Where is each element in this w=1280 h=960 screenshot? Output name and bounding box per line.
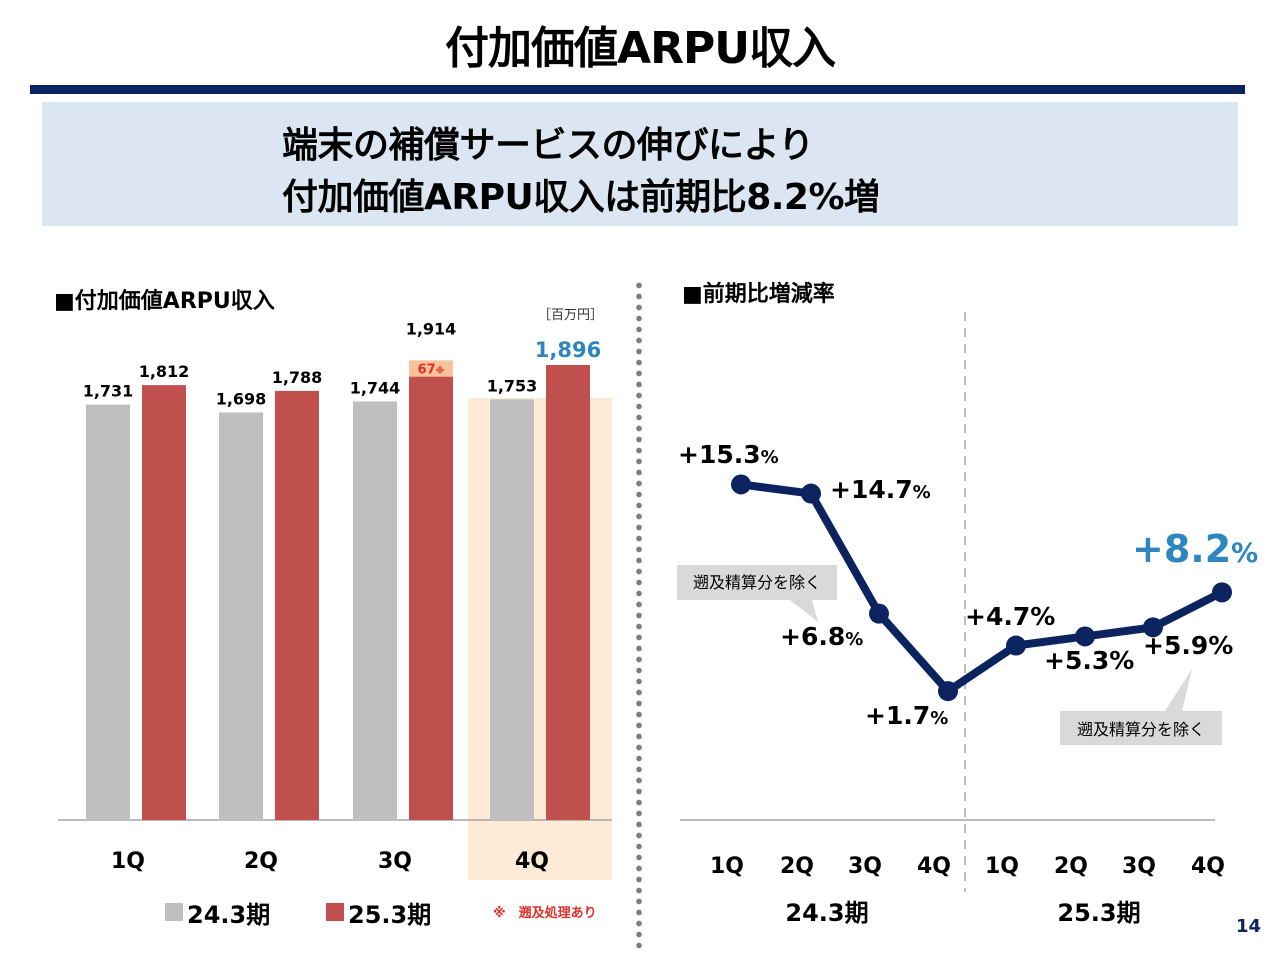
bar-value-label: 1,788 [272,368,323,387]
bar-value-label: 1,914 [406,320,457,339]
highlight-panel [468,398,612,880]
legend-item-25: 25.3期 [326,896,432,929]
growth-line [740,480,1224,696]
bar-25-3Q [409,360,453,820]
bar-value-label: 1,744 [350,378,401,397]
legend-label-24: 24.3期 [187,900,271,929]
legend-swatch-gray [165,903,183,921]
bar-24-2Q [219,412,263,820]
bar-value-label: 1,698 [216,389,267,408]
footnote: ※ 遡及処理あり [493,906,597,921]
callout-left-text: 遡及精算分を除く [693,573,821,592]
bar-chart-title: ■付加価値ARPU収入 [54,289,275,314]
bar-value-label: 1,812 [139,362,190,381]
line-chart-title: ■前期比増減率 [682,282,835,307]
line-x-label: 3Q [1122,854,1156,879]
segment-note-mark: ※ [436,366,445,377]
bar-category-label: 1Q [111,849,145,874]
growth-label: +6.8% [780,622,863,651]
growth-label-suffix: % [1231,538,1258,569]
bar-value-label: 1,731 [83,382,134,401]
line-x-label: 4Q [917,854,951,879]
legend-item-24: 24.3期 [165,896,271,929]
growth-point [1212,582,1232,603]
growth-label: +5.3% [1044,646,1134,675]
segment-note-block [409,360,453,377]
bar-value-label: 1,896 [535,338,601,362]
legend-swatch-red [326,903,344,921]
bar-25-2Q [275,390,319,820]
growth-label-suffix: % [761,447,779,468]
callout-right [1060,669,1222,745]
growth-label: +1.7% [865,701,948,730]
segment-note-label: 67※ [418,363,445,378]
callout-right-text: 遡及精算分を除く [1077,720,1205,739]
panel-divider [636,280,642,950]
headline-line-1: 端末の補償サービスの伸びにより [282,125,814,166]
slide-title: 付加価値ARPU収入 [445,23,836,74]
line-group-label: 24.3期 [785,899,868,927]
growth-point [869,603,889,624]
growth-label: +15.3% [678,440,779,469]
title-rule [30,85,1245,94]
line-x-label: 4Q [1191,854,1225,879]
line-x-label: 1Q [985,854,1019,879]
growth-point [801,483,821,504]
growth-point [731,474,751,495]
bar-25-1Q [142,385,186,820]
growth-point [1143,617,1163,638]
bar-category-label: 4Q [515,849,549,874]
page-number: 14 [1236,916,1262,937]
line-x-label: 2Q [1054,854,1088,879]
bar-24-1Q [86,404,130,820]
growth-label: +8.2% [1132,527,1258,571]
bar-25-4Q [546,364,590,820]
growth-label-suffix: % [930,708,948,729]
bar-24-4Q [490,399,534,820]
growth-label-suffix: % [913,482,931,503]
growth-label-suffix: % [845,629,863,650]
headline-box [42,102,1238,226]
headline-line-2: 付加価値ARPU収入は前期比8.2%増 [282,177,880,218]
bar-value-label: 1,753 [487,376,538,395]
bar-24-3Q [353,401,397,820]
growth-label: +4.7% [965,602,1055,631]
growth-label: +14.7% [830,475,931,504]
legend-label-25: 25.3期 [348,900,432,929]
growth-point [1075,626,1095,647]
bar-category-label: 3Q [378,849,412,874]
growth-point [1006,635,1026,656]
line-group-label: 25.3期 [1057,899,1140,927]
line-x-label: 2Q [780,854,814,879]
callout-left [677,565,837,622]
line-x-label: 1Q [710,854,744,879]
bar-category-label: 2Q [244,849,278,874]
bar-chart-unit: ［百万円］ [538,308,604,323]
line-x-label: 3Q [848,854,882,879]
growth-point [938,681,958,702]
growth-label: +5.9% [1143,631,1233,660]
